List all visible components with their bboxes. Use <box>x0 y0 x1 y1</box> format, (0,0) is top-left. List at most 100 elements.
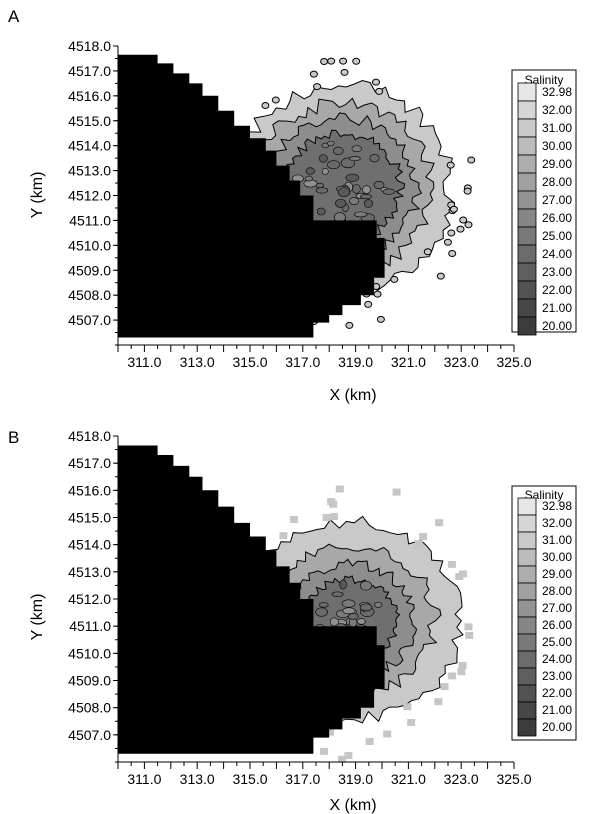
x-tick-label: 311.0 <box>127 354 161 370</box>
panel-b: B 4507.04508.04509.04510.04511.04512.045… <box>8 428 577 814</box>
legend-swatch <box>517 582 537 601</box>
legend-swatch <box>517 599 537 618</box>
plume-speckle <box>365 738 374 745</box>
plume-core-cell <box>357 618 366 625</box>
x-tick-label: 321.0 <box>391 354 426 370</box>
x-tick-label: 311.0 <box>127 771 161 787</box>
plume-speckle <box>467 156 476 164</box>
legend-swatch <box>517 82 537 102</box>
legend-value: 22.00 <box>542 283 572 297</box>
legend-value: 28.00 <box>542 175 572 189</box>
plume-speckle <box>448 250 457 257</box>
legend-swatch <box>517 190 537 210</box>
legend-value: 31.00 <box>542 533 572 547</box>
y-tick-label: 4517.0 <box>68 455 111 471</box>
plume-speckle <box>455 573 464 580</box>
panel-a-letter: A <box>8 7 20 26</box>
plume-speckle <box>326 728 335 736</box>
y-tick-label: 4515.0 <box>68 113 111 129</box>
plume-core-cell <box>321 168 329 175</box>
plume-speckle <box>458 662 467 669</box>
legend-value: 21.00 <box>542 703 572 717</box>
plume-core-cell <box>316 207 326 216</box>
legend-value: 24.00 <box>542 247 572 261</box>
plume-speckle <box>436 272 445 280</box>
legend-swatch <box>517 531 537 550</box>
plume-core-cell <box>373 601 383 608</box>
plume-core-cell <box>353 211 368 218</box>
x-tick-label: 317.0 <box>285 354 320 370</box>
plume-core-cell <box>339 579 347 590</box>
plume-speckle <box>364 300 373 308</box>
legend-swatch <box>517 118 537 138</box>
plume-speckle <box>375 87 384 95</box>
x-tick-label: 323.0 <box>444 354 479 370</box>
y-tick-label: 4510.0 <box>68 237 111 253</box>
legend-swatch <box>517 244 537 264</box>
plume-speckle <box>372 78 380 86</box>
plume-speckle <box>271 96 280 104</box>
plume-core-cell <box>327 160 341 170</box>
plume-core-cell <box>329 617 339 627</box>
panel-a-y-axis-label: Y (km) <box>29 172 46 219</box>
x-tick-label: 319.0 <box>338 354 373 370</box>
panel-a: A 4507.04508.04509.04510.04511.04512.045… <box>8 7 577 404</box>
y-tick-label: 4509.0 <box>68 262 111 278</box>
plume-speckle <box>456 225 465 233</box>
plume-speckle <box>327 57 336 65</box>
legend-swatch <box>517 633 537 652</box>
panel-b-x-axis-label: X (km) <box>329 797 376 814</box>
legend-swatch <box>517 701 537 720</box>
y-tick-label: 4511.0 <box>69 618 111 634</box>
x-tick-label: 323.0 <box>444 771 479 787</box>
y-tick-label: 4510.0 <box>68 645 111 661</box>
plume-speckle <box>423 248 432 256</box>
legend-swatch <box>517 280 537 300</box>
legend-value: 26.00 <box>542 618 572 632</box>
plume-core-cell <box>341 599 356 608</box>
x-tick-label: 315.0 <box>232 771 267 787</box>
plume-speckle <box>419 533 428 540</box>
panel-b-y-axis: 4507.0 4508.0 4509.0 4510.0 4511.0 4512.0 4513… <box>68 428 118 763</box>
plume-core-cell <box>315 607 328 617</box>
y-tick-label: 4508.0 <box>68 287 111 303</box>
legend-swatch <box>517 136 537 156</box>
y-tick-label: 4518.0 <box>68 38 111 54</box>
x-tick-label: 321.0 <box>391 771 426 787</box>
panel-a-x-axis: 311.0 313.0 315.0 317.0 319.0 321.0 323.0 325.0 <box>117 345 532 370</box>
legend-swatch <box>517 718 537 737</box>
plume-core-cell <box>349 156 361 162</box>
plume-speckle <box>345 321 354 329</box>
plume-speckle <box>443 238 452 246</box>
plume-speckle <box>465 631 474 639</box>
plume-speckle <box>338 755 346 763</box>
y-tick-label: 4515.0 <box>68 510 111 526</box>
plume-speckle <box>261 102 270 109</box>
plume-core-cell <box>337 187 351 197</box>
plume-core-cell <box>342 607 356 615</box>
plume-speckle <box>335 485 344 493</box>
plume-speckle <box>407 719 416 726</box>
legend-swatch <box>517 172 537 192</box>
plume-speckle <box>392 488 401 496</box>
plume-core-cell <box>349 197 359 205</box>
plume-speckle <box>340 68 349 76</box>
y-tick-label: 4512.0 <box>68 188 111 204</box>
y-tick-label: 4518.0 <box>68 428 111 444</box>
plume-core-cell <box>305 167 315 175</box>
legend-value: 27.00 <box>542 601 572 615</box>
legend-swatch <box>517 667 537 686</box>
plume-speckle <box>290 516 298 523</box>
legend-swatch <box>517 650 537 669</box>
y-tick-label: 4508.0 <box>68 700 111 716</box>
legend-value: 27.00 <box>542 193 572 207</box>
legend-value: 20.00 <box>542 319 572 333</box>
x-tick-label: 313.0 <box>180 354 215 370</box>
plume-speckle <box>459 216 468 224</box>
legend-swatch <box>517 154 537 174</box>
y-tick-label: 4517.0 <box>68 63 111 79</box>
plume-speckle <box>390 275 399 283</box>
plume-core-cell <box>326 140 335 146</box>
plume-speckle <box>449 205 458 213</box>
plume-core-cell <box>351 145 362 153</box>
